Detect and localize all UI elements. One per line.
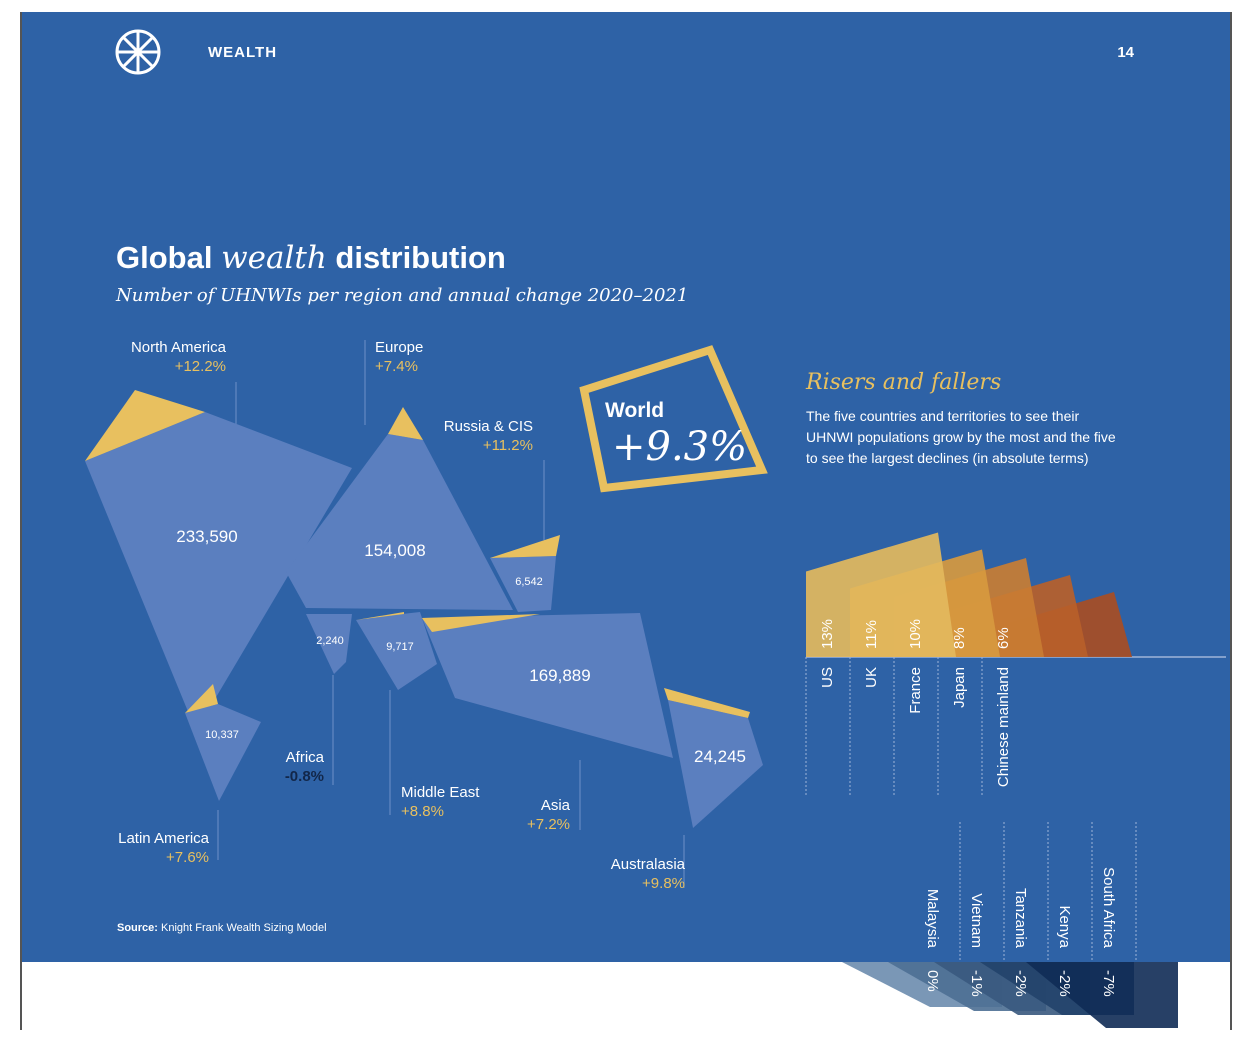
region-latin-america-shape — [185, 704, 261, 801]
riser-value-chinese-mainland: 6% — [995, 627, 1012, 649]
faller-value-south-africa: -7% — [1100, 970, 1117, 997]
riser-value-us: 13% — [819, 619, 836, 649]
faller-name-vietnam: Vietnam — [968, 893, 985, 948]
region-europe-change-wedge — [388, 407, 423, 440]
region-values: 233,590 154,008 6,542 169,889 24,245 10,… — [176, 527, 746, 766]
region-middle-east-change-wedge — [356, 612, 404, 620]
region-latin-america-change-wedge — [185, 684, 218, 713]
change-asia: +7.2% — [527, 816, 570, 833]
value-middle-east: 9,717 — [386, 641, 414, 653]
faller-name-tanzania: Tanzania — [1012, 888, 1029, 949]
risers-fallers-chart: 13% US 11% UK 10% France 8% Japan 6% Chinese main… — [805, 532, 1226, 1028]
region-north-america-shape — [85, 412, 352, 731]
name-africa: Africa — [286, 749, 325, 766]
title-plain-before: Global — [116, 240, 221, 275]
riser-bar-us — [806, 532, 956, 657]
wheel-logo-icon — [115, 29, 161, 75]
riser-name-japan: Japan — [951, 667, 968, 708]
name-north-america: North America — [131, 339, 227, 356]
change-north-america: +12.2% — [175, 358, 226, 375]
description-line-1: The five countries and territories to se… — [806, 408, 1079, 424]
faller-value-kenya: -2% — [1056, 970, 1073, 997]
change-middle-east: +8.8% — [401, 803, 444, 820]
name-middle-east: Middle East — [401, 784, 480, 801]
name-russia-cis: Russia & CIS — [444, 418, 533, 435]
page-number: 14 — [1117, 44, 1134, 61]
world-badge-frame — [579, 345, 768, 493]
change-europe: +7.4% — [375, 358, 418, 375]
region-africa-shape — [306, 614, 352, 674]
riser-value-japan: 8% — [951, 627, 968, 649]
faller-name-south-africa: South Africa — [1100, 867, 1117, 949]
value-asia: 169,889 — [529, 666, 590, 685]
region-russia-cis-shape — [490, 556, 556, 612]
page-subtitle: Number of UHNWIs per region and annual c… — [115, 285, 688, 306]
name-latin-america: Latin America — [118, 830, 210, 847]
source-text: Knight Frank Wealth Sizing Model — [158, 922, 327, 934]
riser-value-france: 10% — [907, 619, 924, 649]
value-europe: 154,008 — [364, 541, 425, 560]
name-asia: Asia — [541, 797, 571, 814]
change-australasia: +9.8% — [642, 875, 685, 892]
region-europe-shape — [286, 434, 513, 610]
leader-lines — [217, 340, 685, 888]
riser-name-uk: UK — [863, 667, 880, 688]
region-labels: North America +12.2% Europe +7.4% Russia… — [118, 339, 686, 892]
change-africa: -0.8% — [285, 768, 324, 785]
riser-name-us: US — [819, 667, 836, 688]
title-plain-after: distribution — [327, 240, 506, 275]
faller-name-kenya: Kenya — [1056, 905, 1073, 948]
faller-value-vietnam: -1% — [968, 970, 985, 997]
faller-value-malaysia: 0% — [924, 970, 941, 992]
value-north-america: 233,590 — [176, 527, 237, 546]
region-russia-cis-change-wedge — [490, 535, 560, 558]
region-asia-shape — [422, 613, 673, 758]
faller-value-tanzania: -2% — [1012, 970, 1029, 997]
name-europe: Europe — [375, 339, 423, 356]
value-africa: 2,240 — [316, 635, 344, 647]
region-australasia-change-wedge — [664, 688, 750, 718]
risers-fallers-description: The five countries and territories to se… — [806, 408, 1116, 466]
description-line-3: to see the largest declines (in absolute… — [806, 450, 1088, 466]
change-russia-cis: +11.2% — [483, 437, 533, 454]
riser-value-uk: 11% — [863, 620, 880, 649]
page-title: Global wealth distribution — [116, 240, 506, 276]
region-north-america-change-wedge — [85, 390, 205, 461]
title-italic: wealth — [221, 240, 327, 276]
riser-name-france: France — [907, 667, 924, 714]
faller-bar-south-africa — [1026, 962, 1178, 1028]
risers-fallers-heading: Risers and fallers — [805, 370, 1001, 395]
source-note: Source: Knight Frank Wealth Sizing Model — [117, 922, 327, 934]
value-latin-america: 10,337 — [205, 729, 239, 741]
section-label: WEALTH — [208, 44, 277, 61]
source-label: Source: — [117, 922, 158, 934]
description-line-2: UHNWI populations grow by the most and t… — [806, 429, 1116, 445]
region-asia-change-wedge — [422, 614, 540, 632]
riser-name-chinese-mainland: Chinese mainland — [995, 667, 1012, 787]
region-australasia-shape — [668, 700, 763, 828]
region-middle-east-shape — [356, 612, 437, 690]
change-latin-america: +7.6% — [166, 849, 209, 866]
world-label: World — [605, 399, 664, 422]
region-shapes — [85, 390, 763, 828]
world-badge: World +9.3% — [579, 345, 768, 493]
name-australasia: Australasia — [611, 856, 686, 873]
world-value: +9.3% — [612, 424, 747, 470]
faller-name-malaysia: Malaysia — [924, 889, 941, 949]
value-russia-cis: 6,542 — [515, 576, 543, 588]
value-australasia: 24,245 — [694, 747, 746, 766]
